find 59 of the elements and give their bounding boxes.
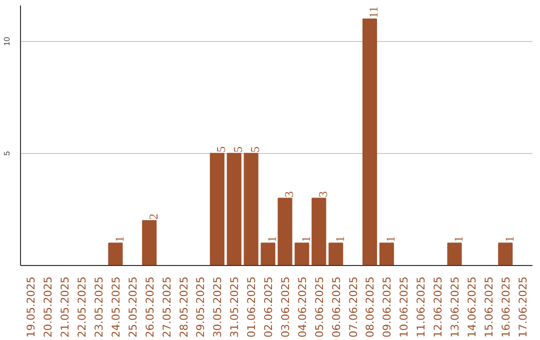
bar <box>278 198 292 266</box>
x-tick-label: 07.06.2025 <box>346 276 360 338</box>
x-tick-label: 10.06.2025 <box>398 276 411 338</box>
data-label: 2 <box>146 214 160 220</box>
data-label: 1 <box>332 236 347 242</box>
bar <box>142 220 157 266</box>
x-tick-label: 29.05.2025 <box>194 276 208 338</box>
x-tick-label: 23.05.2025 <box>92 276 106 338</box>
data-label: 3 <box>282 191 296 198</box>
x-tick-label: 09.06.2025 <box>380 276 394 338</box>
x-tick-label: 22.05.2025 <box>76 276 89 338</box>
x-tick-label: 06.06.2025 <box>330 276 343 338</box>
bar <box>379 242 394 266</box>
x-tick-label: 30.05.2025 <box>211 276 224 338</box>
bar <box>447 242 462 266</box>
x-tick-label: 27.05.2025 <box>160 276 174 338</box>
bar <box>108 242 123 266</box>
data-label: 1 <box>112 236 126 242</box>
bar <box>294 242 310 266</box>
data-label: 11 <box>366 6 381 18</box>
data-label: 5 <box>214 146 228 152</box>
x-tick-label: 15.06.2025 <box>482 276 496 338</box>
data-label: 1 <box>298 236 313 242</box>
x-tick-label: 01.06.2025 <box>245 276 258 338</box>
x-tick-label: 25.05.2025 <box>126 276 140 338</box>
x-tick-label: 16.06.2025 <box>499 276 512 338</box>
data-label: 5 <box>248 146 262 152</box>
x-tick-label: 14.06.2025 <box>465 276 478 338</box>
x-tick-label: 03.06.2025 <box>278 276 292 338</box>
x-tick-label: 21.05.2025 <box>58 276 72 338</box>
x-tick-label: 05.06.2025 <box>312 276 326 338</box>
data-label: 3 <box>316 191 330 198</box>
bar <box>226 152 242 266</box>
x-tick-label: 17.06.2025 <box>516 276 530 338</box>
data-label: 1 <box>384 236 398 242</box>
bar <box>260 242 276 266</box>
x-tick-label: 24.05.2025 <box>109 276 122 338</box>
x-tick-label: 28.05.2025 <box>177 276 190 338</box>
bar <box>210 152 224 266</box>
bar <box>244 152 258 266</box>
x-tick-label: 12.06.2025 <box>432 276 445 338</box>
data-label: 1 <box>265 236 280 242</box>
bar <box>328 242 344 266</box>
data-label: 1 <box>452 236 466 242</box>
x-tick-label: 02.06.2025 <box>262 276 276 338</box>
x-tick-label: 31.05.2025 <box>228 276 242 338</box>
x-tick-label: 19.05.2025 <box>24 276 38 338</box>
data-label: 5 <box>231 146 246 152</box>
x-tick-label: 04.06.2025 <box>296 276 309 338</box>
bar <box>312 198 326 266</box>
x-tick-label: 11.06.2025 <box>414 276 428 338</box>
x-tick-label: 26.05.2025 <box>143 276 156 338</box>
bar <box>498 242 513 266</box>
data-label: 1 <box>502 236 516 242</box>
x-tick-label: 13.06.2025 <box>448 276 462 338</box>
bar <box>362 18 378 266</box>
x-tick-label: 20.05.2025 <box>42 276 55 338</box>
x-tick-label: 08.06.2025 <box>364 276 377 338</box>
y-tick-label: 10 <box>2 36 12 46</box>
